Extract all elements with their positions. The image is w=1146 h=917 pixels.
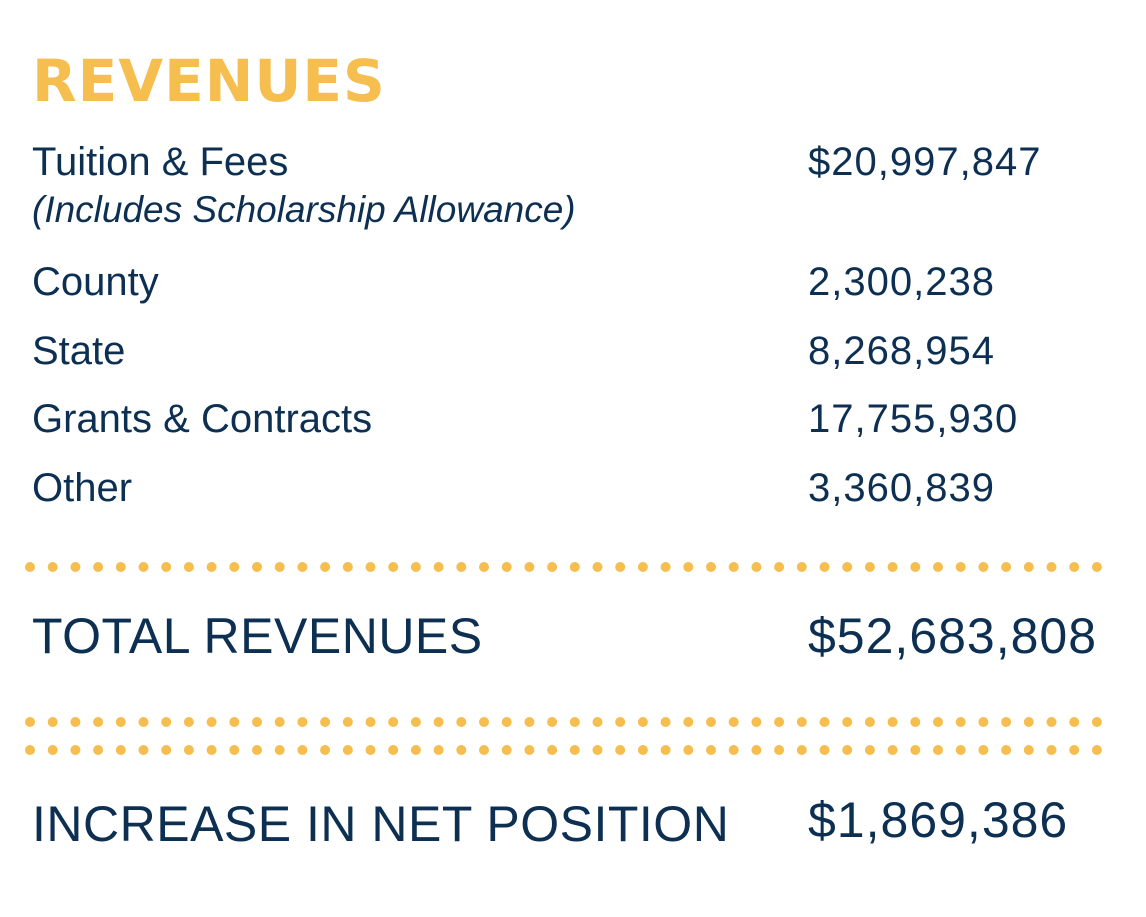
- row-value: 17,755,930: [808, 397, 1019, 441]
- section-heading: REVENUES: [32, 47, 386, 115]
- row-label: County: [32, 260, 159, 304]
- dotted-divider: [24, 561, 1118, 573]
- row-label: State: [32, 329, 126, 373]
- row-label: Tuition & Fees: [32, 140, 289, 184]
- total-value: $52,683,808: [808, 608, 1098, 664]
- net-position-row: INCREASE IN NET POSITION $1,869,386: [32, 792, 1146, 858]
- row-value: 8,268,954: [808, 329, 995, 373]
- net-position-label: INCREASE IN NET POSITION: [32, 796, 730, 852]
- revenue-row-state: State 8,268,954: [32, 327, 1146, 379]
- dotted-divider: [24, 716, 1118, 728]
- revenue-row-county: County 2,300,238: [32, 258, 1146, 310]
- row-label: Grants & Contracts: [32, 397, 373, 441]
- row-note: (Includes Scholarship Allowance): [32, 189, 576, 230]
- net-position-value: $1,869,386: [808, 792, 1069, 848]
- row-value: 3,360,839: [808, 466, 995, 510]
- total-revenues-row: TOTAL REVENUES $52,683,808: [32, 606, 1146, 670]
- dotted-divider: [24, 744, 1118, 756]
- row-value: 2,300,238: [808, 260, 995, 304]
- revenue-row-other: Other 3,360,839: [32, 464, 1146, 516]
- row-label: Other: [32, 466, 133, 510]
- revenue-row-tuition: Tuition & Fees (Includes Scholarship All…: [32, 138, 1146, 230]
- total-label: TOTAL REVENUES: [32, 608, 483, 664]
- row-value: $20,997,847: [808, 140, 1042, 184]
- revenue-row-grants: Grants & Contracts 17,755,930: [32, 395, 1146, 447]
